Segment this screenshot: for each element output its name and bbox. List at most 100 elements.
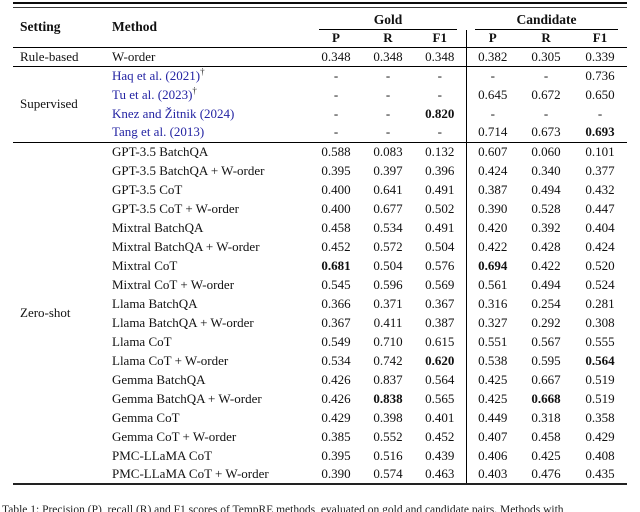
metric-cell-c2: 0.101	[573, 141, 628, 161]
citation-link[interactable]: Knez and Žitnik (2024)	[112, 105, 235, 121]
table-row: Gemma BatchQA + W-order 0.426 0.838 0.565 0.…	[13, 389, 627, 408]
method-cell: PMC-LLaMA CoT + W-order	[112, 466, 269, 481]
metric-cell-c1: 0.672	[531, 86, 561, 102]
metric-cell-c0: 0.403	[465, 465, 520, 484]
table-top-rule	[13, 2, 627, 8]
metric-cell-c1: 0.494	[531, 276, 561, 292]
metric-cell-g0: 0.385	[321, 428, 351, 444]
metric-cell-g2: 0.439	[425, 447, 455, 463]
metric-cell-g0: 0.458	[321, 219, 351, 235]
metric-cell-c2: 0.519	[585, 390, 615, 406]
gold-label: Gold	[319, 12, 458, 30]
table-row: Llama CoT 0.549 0.710 0.615 0.551 0.567 0.555	[13, 332, 627, 351]
metric-cell-c2: 0.281	[585, 295, 615, 311]
metric-cell-g1: 0.641	[373, 181, 403, 197]
table-row: PMC-LLaMA CoT + W-order 0.390 0.574 0.463 0.…	[13, 465, 627, 484]
metric-cell-g0: 0.390	[321, 466, 351, 481]
method-cell: Mixtral CoT + W-order	[112, 276, 235, 292]
metric-cell-c0: 0.390	[465, 199, 520, 218]
metric-cell-c2: 0.308	[585, 314, 615, 330]
metric-cell-c2: 0.358	[585, 409, 615, 425]
table-caption: Table 1: Precision (P), recall (R) and F…	[2, 504, 564, 512]
method-cell: Llama CoT	[112, 333, 172, 349]
metric-cell-c2: 0.447	[585, 200, 615, 216]
table-row: Gemma CoT 0.429 0.398 0.401 0.449 0.318 0.358	[13, 408, 627, 427]
metric-cell-g2: 0.452	[425, 428, 455, 444]
setting-label-supervised: Supervised	[13, 65, 108, 142]
metric-cell-g2: 0.620	[425, 352, 455, 368]
metric-cell-g2: 0.387	[425, 314, 455, 330]
metric-cell-c1: 0.494	[531, 181, 561, 197]
method-cell: Gemma BatchQA + W-order	[112, 390, 262, 406]
table-row: Mixtral CoT + W-order 0.545 0.596 0.569 0.56…	[13, 275, 627, 294]
table-row: Tang et al. (2013) - - - 0.714 0.673 0.693	[13, 123, 627, 142]
citation-link[interactable]: Tang et al. (2013)	[112, 124, 205, 140]
metric-cell-c2: 0.736	[573, 65, 628, 85]
method-cell: Gemma CoT + W-order	[112, 428, 237, 444]
metric-cell-c0: 0.607	[465, 141, 520, 161]
metric-cell-c2: 0.339	[585, 48, 615, 64]
metric-cell-g2: -	[437, 124, 442, 140]
metric-cell-c0: 0.538	[465, 351, 520, 370]
metric-cell-c0: 0.425	[465, 370, 520, 389]
metric-cell-g0: 0.400	[321, 181, 351, 197]
metric-cell-g1: 0.742	[373, 352, 403, 368]
results-table-body: Rule-based W-order 0.348 0.348 0.348 0.382 0.3…	[13, 47, 628, 484]
method-cell: Gemma BatchQA	[112, 371, 206, 387]
metric-cell-g1: 0.083	[362, 141, 414, 161]
metric-cell-c0: 0.645	[465, 85, 520, 104]
metric-cell-g0: 0.395	[321, 162, 351, 178]
table-row: Llama BatchQA + W-order 0.367 0.411 0.387 0.…	[13, 313, 627, 332]
dagger-mark: †	[192, 85, 197, 96]
table-row: Gemma BatchQA 0.426 0.837 0.564 0.425 0.667 0.…	[13, 370, 627, 389]
method-cell: Llama BatchQA + W-order	[112, 314, 254, 330]
metric-cell-c0: -	[465, 65, 520, 85]
metric-cell-g0: 0.681	[321, 257, 351, 273]
metric-cell-g0: 0.452	[321, 238, 351, 254]
column-header-method: Method	[108, 8, 310, 48]
metric-cell-g0: -	[333, 105, 339, 121]
metric-cell-c2: 0.404	[585, 219, 615, 235]
metric-cell-c2: 0.555	[585, 333, 615, 349]
metric-cell-c1: 0.428	[531, 238, 561, 254]
metric-cell-g2: 0.504	[425, 238, 455, 254]
metric-cell-g1: 0.504	[373, 257, 403, 273]
method-cell: Llama CoT + W-order	[112, 352, 229, 368]
metric-cell-g0: 0.400	[321, 200, 351, 216]
metric-cell-c1: -	[543, 105, 549, 121]
metric-cell-g2: 0.396	[425, 162, 455, 178]
metric-cell-g2: 0.491	[425, 219, 455, 235]
column-header-setting: Setting	[13, 8, 108, 48]
metric-cell-c1: 0.254	[531, 295, 561, 311]
method-cell: Llama BatchQA	[112, 295, 198, 311]
metric-cell-g2: 0.576	[425, 257, 455, 273]
metric-cell-c0: 0.551	[465, 332, 520, 351]
metric-cell-g1: 0.710	[373, 333, 403, 349]
method-cell: Mixtral BatchQA + W-order	[112, 238, 260, 254]
metric-cell-g0: 0.367	[321, 314, 351, 330]
subheader-candidate-precision: P	[465, 30, 520, 48]
metric-cell-c2: 0.435	[585, 466, 615, 481]
metric-cell-c1: 0.422	[531, 257, 561, 273]
citation-link[interactable]: Haq et al. (2021)†	[108, 65, 310, 85]
metric-cell-c0: 0.327	[465, 313, 520, 332]
metric-cell-c1: 0.595	[531, 352, 561, 368]
setting-label-rule-based: Rule-based	[20, 48, 79, 64]
metric-cell-c1: 0.392	[531, 219, 561, 235]
metric-cell-g1: 0.398	[373, 409, 403, 425]
metric-cell-g1: 0.516	[373, 447, 403, 463]
table-row: GPT-3.5 CoT + W-order 0.400 0.677 0.502 0.39…	[13, 199, 627, 218]
metric-cell-g1: 0.348	[373, 48, 403, 64]
metric-cell-c1: 0.458	[531, 428, 561, 444]
metric-cell-g1: 0.572	[373, 238, 403, 254]
metric-cell-g1: 0.552	[373, 428, 403, 444]
subheader-gold-precision: P	[310, 30, 362, 48]
metric-cell-c2: 0.519	[585, 371, 615, 387]
citation-link[interactable]: Tu et al. (2023)†	[112, 85, 197, 102]
table-row: Supervised Haq et al. (2021)† - - - - -0.736	[13, 65, 628, 142]
metric-cell-c1: 0.567	[531, 333, 561, 349]
table-row: Mixtral BatchQA + W-order 0.452 0.572 0.504…	[13, 237, 627, 256]
metric-cell-c0: 0.316	[465, 294, 520, 313]
metric-cell-g0: 0.366	[321, 295, 351, 311]
